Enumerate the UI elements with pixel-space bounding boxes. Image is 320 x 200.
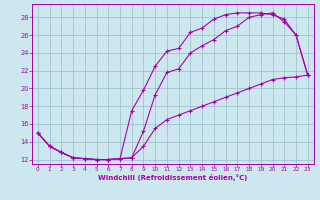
- X-axis label: Windchill (Refroidissement éolien,°C): Windchill (Refroidissement éolien,°C): [98, 174, 247, 181]
